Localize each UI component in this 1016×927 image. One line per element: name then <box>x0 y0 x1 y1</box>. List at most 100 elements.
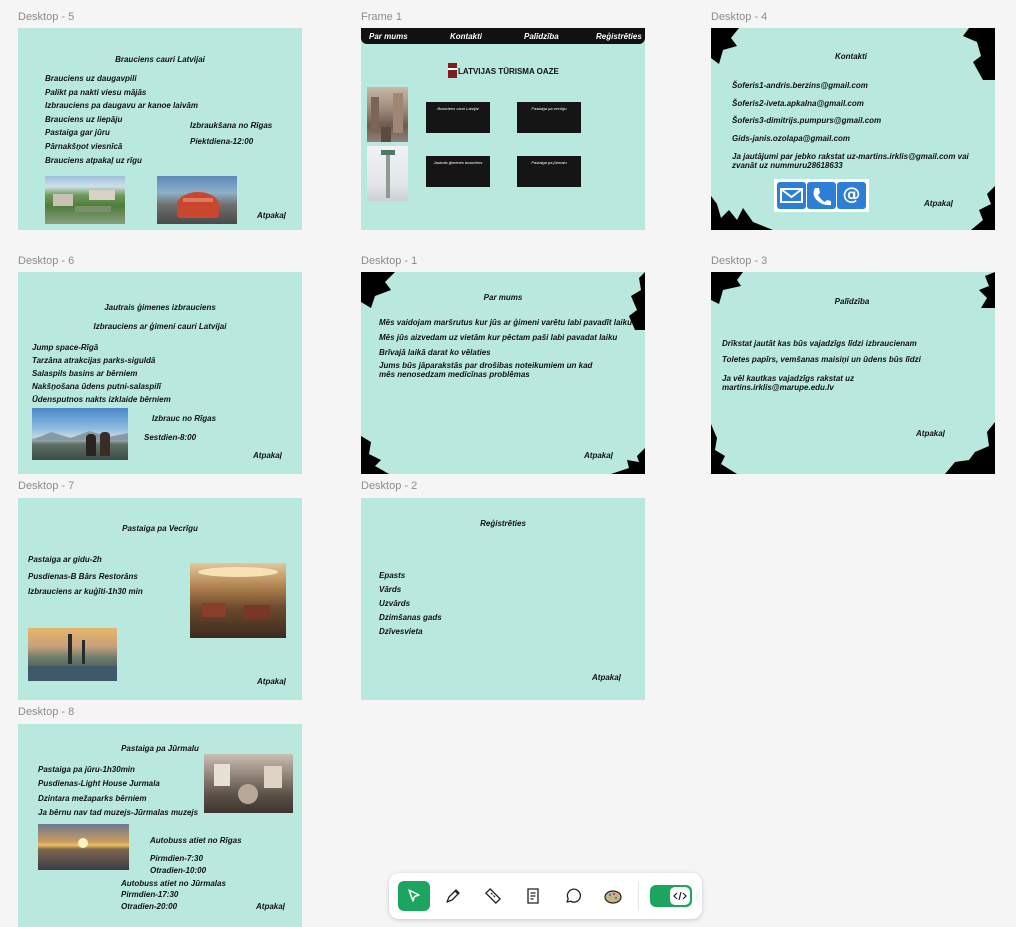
frame-label-frame-1[interactable]: Frame 1 <box>361 11 402 23</box>
corner-decoration-icon <box>945 422 995 474</box>
frame-desktop-4[interactable]: Kontakti Šoferis1-andris.berzins@gmail.c… <box>711 28 995 230</box>
trip-button-vecriga[interactable]: Pastaiga pa vecrīgu <box>517 102 581 133</box>
help-item: Drīkstat jautāt kas būs vajadzīgs līdzi … <box>722 339 917 348</box>
frame-title: Par mums <box>483 293 523 302</box>
ruler-icon <box>485 888 501 904</box>
code-icon <box>673 891 687 901</box>
frame-1-home[interactable]: Par mums Kontakti Palīdzība Reģistrēties… <box>361 28 645 230</box>
corner-decoration-icon <box>611 448 645 474</box>
frame-desktop-2[interactable]: Reģistrēties Epasts Vārds Uzvārds Dzimša… <box>361 498 645 700</box>
nav-item-registreties[interactable]: Reģistrēties <box>596 32 642 41</box>
frame-desktop-6[interactable]: Jautrais ģimenes izbrauciens Izbrauciens… <box>18 272 302 474</box>
move-icon <box>408 889 420 902</box>
departure-time: Sestdien-8:00 <box>144 433 197 442</box>
ruler-tool-button[interactable] <box>477 881 509 911</box>
frame-label-desktop-8[interactable]: Desktop - 8 <box>18 706 75 718</box>
trip-button-jurmala[interactable]: Pastaiga pa jūrmalu <box>517 156 581 187</box>
frame-desktop-5[interactable]: Brauciens cauri Latvijai Brauciens uz da… <box>18 28 302 230</box>
back-link[interactable]: Atpakaļ <box>592 673 621 682</box>
list-item: Nakšņošana ūdens putni-salaspilī <box>32 382 161 391</box>
frame-label-desktop-5[interactable]: Desktop - 5 <box>18 11 75 23</box>
frame-title: Reģistrēties <box>480 519 526 528</box>
contact-item: Šoferis3-dimitrijs.pumpurs@gmail.com <box>732 116 882 125</box>
frame-label-desktop-7[interactable]: Desktop - 7 <box>18 480 75 492</box>
trip-button-family[interactable]: Jautrais ģimenes brauciens <box>426 156 490 187</box>
contact-item: Šoferis2-iveta.apkalna@gmail.com <box>732 99 864 108</box>
corner-decoration-icon <box>963 28 995 80</box>
contact-item: Gids-janis.ozolapa@gmail.com <box>732 134 851 143</box>
frame-title: Brauciens cauri Latvijai <box>115 55 205 64</box>
frame-desktop-3[interactable]: Palīdzība Drīkstat jautāt kas būs vajadz… <box>711 272 995 474</box>
nav-item-kontakti[interactable]: Kontakti <box>450 32 482 41</box>
dev-mode-toggle[interactable] <box>650 885 692 907</box>
sunset-sea-photo <box>38 824 129 870</box>
old-riga-street-photo <box>367 87 408 142</box>
frame-title: Jautrais ģimenes izbrauciens <box>104 303 216 312</box>
frame-label-desktop-2[interactable]: Desktop - 2 <box>361 480 418 492</box>
list-item: Salaspils basins ar bērniem <box>32 369 138 378</box>
frame-label-desktop-6[interactable]: Desktop - 6 <box>18 255 75 267</box>
registration-field-label: Dzīvesvieta <box>379 627 423 636</box>
list-item: Ja bērnu nav tad muzejs-Jūrmalas muzejs <box>38 808 199 817</box>
logo-text: LATVIJAS TŪRISMA OAZE <box>458 67 559 76</box>
contact-item: Šoferis1-andris.berzins@gmail.com <box>732 81 868 90</box>
contact-note: Ja jautājumi par jebko rakstat uz-martin… <box>732 152 969 170</box>
pen-tool-button[interactable] <box>437 881 469 911</box>
list-item: Pusdienas-Light House Jurmala <box>38 779 160 788</box>
bus-from-jurmala-time: Pirmdien-17:30 <box>121 890 179 899</box>
corner-decoration-icon <box>711 424 737 474</box>
plugin-tool-button[interactable] <box>597 881 629 911</box>
list-item: Pārnakšņot viesnīcā <box>45 142 123 151</box>
back-link[interactable]: Atpakaļ <box>256 902 285 911</box>
help-item: Toletes papīrs, vemšanas maisiņi un ūden… <box>722 355 921 364</box>
corner-decoration-icon <box>711 272 743 304</box>
list-item: Palikt pa nakti viesu mājās <box>45 88 147 97</box>
move-tool-button[interactable] <box>398 881 430 911</box>
nav-item-palidziba[interactable]: Palīdzība <box>524 32 559 41</box>
annotation-tool-button[interactable] <box>517 881 549 911</box>
nav-item-par-mums[interactable]: Par mums <box>369 32 408 41</box>
bus-from-jurmala-label: Autobuss atiet no Jūrmalas <box>121 879 226 888</box>
comment-icon <box>566 888 581 903</box>
arena-photo <box>157 176 237 224</box>
comment-tool-button[interactable] <box>557 881 589 911</box>
departure-label: Izbrauc no Rīgas <box>152 414 217 423</box>
back-link[interactable]: Atpakaļ <box>253 451 282 460</box>
at-sign-icon: @ <box>837 182 866 209</box>
frame-title: Kontakti <box>835 52 867 61</box>
frame-label-desktop-4[interactable]: Desktop - 4 <box>711 11 768 23</box>
corner-decoration-icon <box>971 186 995 230</box>
corner-decoration-icon <box>629 272 645 330</box>
list-item: Tarzāna atrakcijas parks-siguldā <box>32 356 156 365</box>
help-item: Ja vēl kautkas vajadzīgs rakstat uz mart… <box>722 374 855 392</box>
frame-title: Pastaiga pa Vecrīgu <box>122 524 198 533</box>
departure-time: Piektdiena-12:00 <box>190 137 254 146</box>
contact-icons-image: @ <box>774 179 869 212</box>
frame-label-desktop-3[interactable]: Desktop - 3 <box>711 255 768 267</box>
back-link[interactable]: Atpakaļ <box>257 677 286 686</box>
trip-button-latvia[interactable]: Brauciens cauri Latvijai <box>426 102 490 133</box>
plugin-icon <box>604 890 622 904</box>
pen-icon <box>446 889 460 903</box>
frame-desktop-7[interactable]: Pastaiga pa Vecrīgu Pastaiga ar gidu-2h … <box>18 498 302 700</box>
frame-subtitle: Izbrauciens ar ģimeni cauri Latvijai <box>93 322 227 331</box>
back-link[interactable]: Atpakaļ <box>257 211 286 220</box>
list-item: Dzintara mežaparks bērniem <box>38 794 147 803</box>
frame-label-desktop-1[interactable]: Desktop - 1 <box>361 255 418 267</box>
mountain-hikers-photo <box>32 408 128 460</box>
registration-field-label: Vārds <box>379 585 402 594</box>
corner-decoration-icon <box>361 272 395 308</box>
back-link[interactable]: Atpakaļ <box>584 451 613 460</box>
registration-field-label: Uzvārds <box>379 599 411 608</box>
bus-from-riga-time: Otradien-10:00 <box>150 866 207 875</box>
about-item: Mēs vaidojam maršrutus kur jūs ar ģimeni… <box>379 318 632 327</box>
about-item: Mēs jūs aizvedam uz vietām kur pēctam pa… <box>379 333 618 342</box>
frame-desktop-1[interactable]: Par mums Mēs vaidojam maršrutus kur jūs … <box>361 272 645 474</box>
list-item: Pastaiga ar gidu-2h <box>28 555 102 564</box>
restaurant-interior-photo <box>190 563 286 638</box>
bus-from-riga-label: Autobuss atiet no Rīgas <box>150 836 242 845</box>
frame-desktop-8[interactable]: Pastaiga pa Jūrmalu Pastaiga pa jūru-1h3… <box>18 724 302 927</box>
bottom-toolbar <box>389 873 702 919</box>
back-link[interactable]: Atpakaļ <box>916 429 945 438</box>
back-link[interactable]: Atpakaļ <box>924 199 953 208</box>
